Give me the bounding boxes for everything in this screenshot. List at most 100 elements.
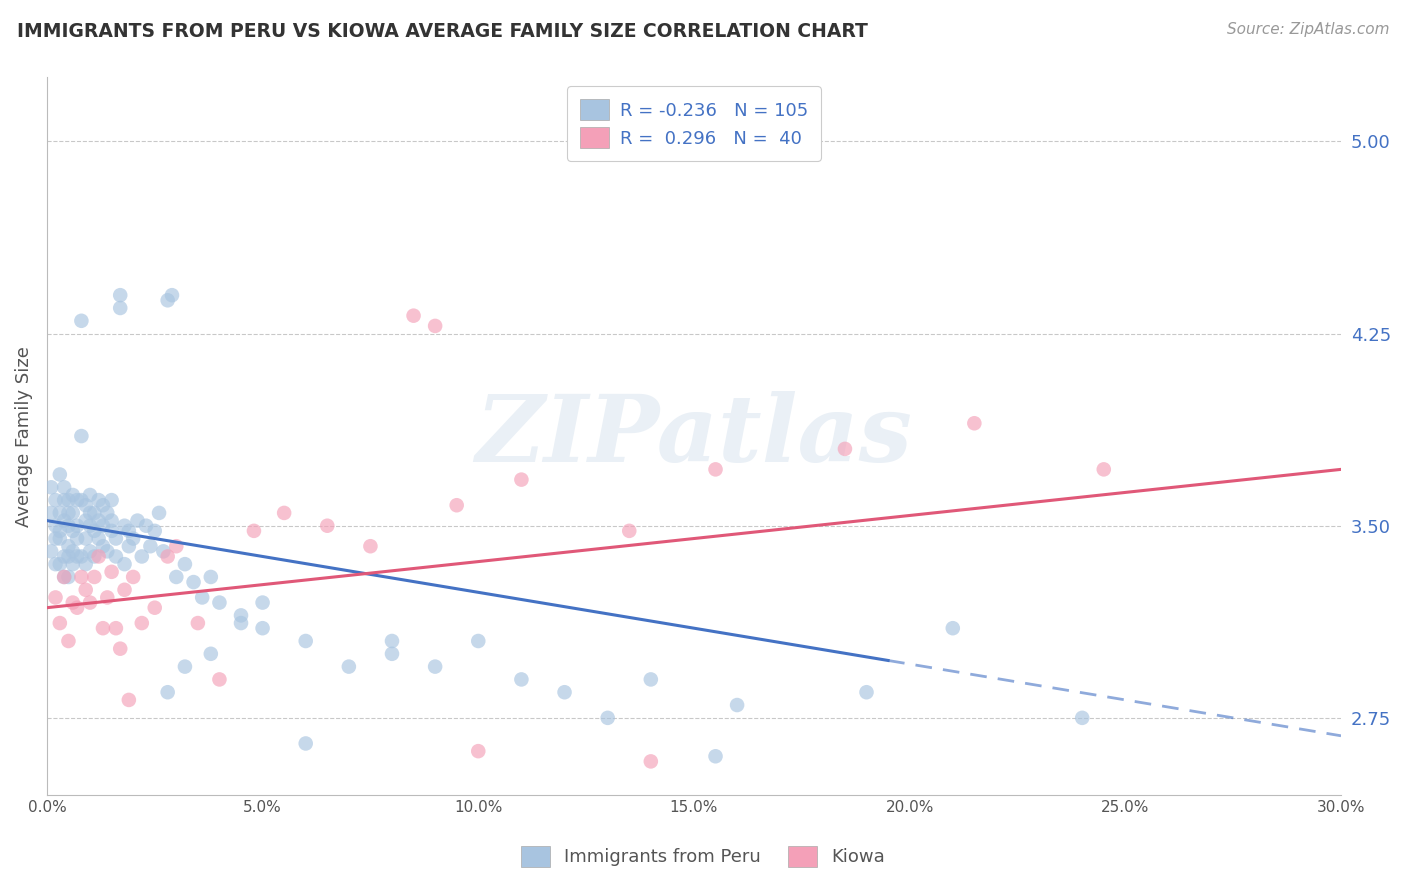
Point <box>942 621 965 635</box>
Legend: Immigrants from Peru, Kiowa: Immigrants from Peru, Kiowa <box>513 838 893 874</box>
Point <box>75 557 97 571</box>
Point <box>316 518 339 533</box>
Point <box>160 288 183 302</box>
Point <box>114 582 136 597</box>
Point <box>122 570 145 584</box>
Point <box>70 314 93 328</box>
Point <box>87 493 110 508</box>
Point <box>510 673 533 687</box>
Point <box>44 493 66 508</box>
Point <box>70 570 93 584</box>
Point <box>62 488 84 502</box>
Point <box>229 608 252 623</box>
Point <box>66 600 89 615</box>
Point <box>44 591 66 605</box>
Point <box>49 532 72 546</box>
Point <box>110 301 132 315</box>
Point <box>39 506 62 520</box>
Point <box>83 570 105 584</box>
Point <box>66 493 89 508</box>
Point <box>467 744 489 758</box>
Point <box>200 570 222 584</box>
Point <box>79 506 101 520</box>
Point <box>91 518 114 533</box>
Point <box>359 539 381 553</box>
Point <box>114 518 136 533</box>
Point <box>53 480 76 494</box>
Point <box>62 524 84 538</box>
Point <box>110 641 132 656</box>
Point <box>58 634 80 648</box>
Point <box>104 532 127 546</box>
Point <box>44 518 66 533</box>
Point <box>83 549 105 564</box>
Point <box>100 524 122 538</box>
Point <box>1092 462 1115 476</box>
Point <box>229 616 252 631</box>
Point <box>704 462 727 476</box>
Point <box>79 518 101 533</box>
Point <box>58 539 80 553</box>
Point <box>58 506 80 520</box>
Point <box>53 570 76 584</box>
Point <box>91 498 114 512</box>
Point <box>104 549 127 564</box>
Point <box>554 685 576 699</box>
Point <box>118 524 141 538</box>
Point <box>79 596 101 610</box>
Point <box>96 506 118 520</box>
Point <box>381 647 404 661</box>
Point <box>402 309 425 323</box>
Point <box>49 467 72 482</box>
Point <box>423 659 446 673</box>
Point <box>122 532 145 546</box>
Point <box>39 544 62 558</box>
Point <box>44 557 66 571</box>
Y-axis label: Average Family Size: Average Family Size <box>15 345 32 526</box>
Point <box>58 493 80 508</box>
Point <box>156 549 179 564</box>
Point <box>44 532 66 546</box>
Point <box>49 616 72 631</box>
Text: Source: ZipAtlas.com: Source: ZipAtlas.com <box>1226 22 1389 37</box>
Point <box>100 565 122 579</box>
Point <box>62 557 84 571</box>
Point <box>165 570 187 584</box>
Point <box>143 524 166 538</box>
Point <box>510 473 533 487</box>
Point <box>208 673 231 687</box>
Point <box>62 506 84 520</box>
Point <box>66 518 89 533</box>
Point <box>294 736 316 750</box>
Point <box>446 498 468 512</box>
Point <box>70 549 93 564</box>
Point <box>143 600 166 615</box>
Point <box>110 288 132 302</box>
Point <box>174 659 197 673</box>
Point <box>53 570 76 584</box>
Point <box>640 755 662 769</box>
Point <box>62 544 84 558</box>
Point <box>337 659 360 673</box>
Point <box>704 749 727 764</box>
Point <box>135 518 157 533</box>
Point <box>83 506 105 520</box>
Point <box>183 575 205 590</box>
Point <box>49 506 72 520</box>
Point <box>725 698 748 712</box>
Point <box>191 591 214 605</box>
Point <box>252 621 274 635</box>
Point <box>75 498 97 512</box>
Point <box>187 616 209 631</box>
Point <box>53 514 76 528</box>
Point <box>252 596 274 610</box>
Point <box>200 647 222 661</box>
Point <box>62 596 84 610</box>
Point <box>91 539 114 553</box>
Point <box>70 493 93 508</box>
Text: ZIPatlas: ZIPatlas <box>475 391 912 481</box>
Point <box>139 539 162 553</box>
Point <box>49 524 72 538</box>
Point <box>156 293 179 308</box>
Point <box>114 557 136 571</box>
